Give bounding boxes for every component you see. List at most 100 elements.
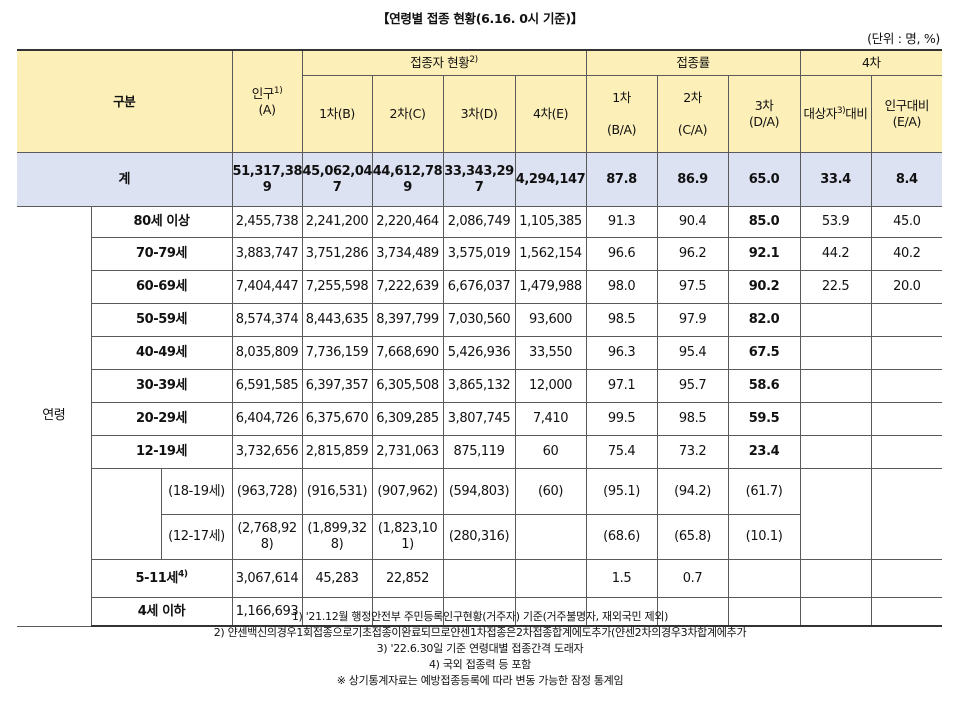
cell-d1: 2,815,859 [301,435,373,469]
cell-pop: 3,732,656 [231,435,303,469]
footnote-4: 4) 국외 접종력 등 포함 [428,658,532,671]
row-label: 80세 이상 [90,206,233,238]
footnote-2: 2) 얀센백신의경우1회접종으로기초접종이완료되므로얀센1차접종은2차접종합계에… [213,626,747,639]
header-dose1: 1차(B) [301,75,373,153]
cell-d1: (916,531) [301,468,373,515]
cell-r3: 92.1 [727,237,801,271]
cell-d4: 93,600 [514,303,587,337]
cell-r2: 96.2 [656,237,729,271]
cell-r4t [799,559,872,598]
table-row: 5-11세4) 3,067,614 45,283 22,852 1.5 0.7 [17,559,943,598]
cell-r3: 23.4 [727,435,801,469]
cell-pop: 3,883,747 [231,237,303,271]
header-population: 인구1) (A) [231,49,303,153]
cell-r4t [799,303,872,337]
cell-d3 [442,597,516,627]
total-d3: 33,343,29 7 [442,152,516,207]
cell-d4: 12,000 [514,369,587,403]
cell-d4 [514,597,587,627]
cell-pop: 3,067,614 [231,559,303,598]
cell-d4: 1,479,988 [514,270,587,304]
cell-r2: 95.4 [656,336,729,370]
cell-d3: (280,316) [442,514,516,560]
cell-r2: 90.4 [656,206,729,238]
row-label: 30-39세 [90,369,233,403]
cell-r4p [870,435,943,469]
cell-d3: 3,807,745 [442,402,516,436]
header-vaccinated-group: 접종자 현황2) [301,49,587,76]
cell-r3: 59.5 [727,402,801,436]
total-r2: 86.9 [656,152,729,207]
total-r4p: 8.4 [870,152,943,207]
table-row: 12-19세 3,732,656 2,815,859 2,731,063 875… [17,435,943,469]
total-d4: 4,294,147 [514,152,587,207]
cell-r3: (10.1) [727,514,801,560]
header-dose2: 2차(C) [371,75,444,153]
cell-d2: 2,731,063 [371,435,444,469]
total-r4t: 33.4 [799,152,872,207]
cell-r4t [799,435,872,469]
cell-r1: (68.6) [585,514,658,560]
row-label: 4세 이하 [90,597,233,627]
header-rate3: 3차 (D/A) [727,75,801,153]
cell-d4: (60) [514,468,587,515]
header-rate1: 1차 (B/A) [585,75,658,153]
header-dose3: 3차(D) [442,75,516,153]
cell-r4p: 45.0 [870,206,943,238]
sub-indent-cell [90,468,162,560]
header-rate4-group: 4차 [799,49,943,76]
cell-d3: 2,086,749 [442,206,516,238]
table-row-sub-18-19: (18-19세) (963,728) (916,531) (907,962) (… [17,468,943,560]
cell-d4 [514,514,587,560]
cell-d2: (907,962) [371,468,444,515]
cell-r4p [870,303,943,337]
row-label: 5-11세4) [90,559,233,598]
row-label: (18-19세) [160,468,233,515]
cell-r4p [870,336,943,370]
cell-r3 [727,597,801,627]
table-row: 60-69세 7,404,447 7,255,598 7,222,639 6,6… [17,270,943,304]
total-label: 계 [17,152,233,207]
cell-r3: 90.2 [727,270,801,304]
table-row-sub-12-17: (12-17세) (2,768,92 8) (1,899,32 8) (1,823,… [17,514,942,560]
table-row: 20-29세 6,404,726 6,375,670 6,309,285 3,8… [17,402,943,436]
footnotes: 1) '21.12월 행정안전부 주민등록인구현황(거주자) 기준(거주불명자,… [0,609,960,689]
total-row: 계 51,317,38 9 45,062,04 7 44,612,78 9 33,34… [17,152,943,207]
cell-d1: 6,375,670 [301,402,373,436]
cell-d2: 7,668,690 [371,336,444,370]
cell-r1: 1.5 [585,559,658,598]
cell-pop: 6,591,585 [231,369,303,403]
cell-d4: 1,105,385 [514,206,587,238]
cell-r4p [870,559,943,598]
table-row: 4세 이하 1,166,693 [17,597,943,627]
cell-r3: 82.0 [727,303,801,337]
cell-r2: 73.2 [656,435,729,469]
total-d1: 45,062,04 7 [301,152,373,207]
cell-r3: 85.0 [727,206,801,238]
cell-r4t: 22.5 [799,270,872,304]
cell-d1: 6,397,357 [301,369,373,403]
cell-pop: (2,768,92 8) [231,514,303,560]
cell-d1: (1,899,32 8) [301,514,373,560]
row-label: 70-79세 [90,237,233,271]
cell-d3: 6,676,037 [442,270,516,304]
header-rate-group: 접종률 [585,49,801,76]
cell-d2: (1,823,10 1) [371,514,444,560]
header-rate4-target: 대상자3)대비 [799,75,872,153]
footnote-disclaimer: ※ 상기통계자료는 예방접종등록에 따라 변동 가능한 잠정 통계임 [336,674,624,687]
cell-d2: 6,305,508 [371,369,444,403]
table-title: 【연령별 접종 현황(6.16. 0시 기준)】 [377,11,583,26]
cell-d2: 8,397,799 [371,303,444,337]
cell-r2 [656,597,729,627]
cell-d4: 60 [514,435,587,469]
cell-r4t [799,369,872,403]
cell-r4t: 53.9 [799,206,872,238]
row-label: 12-19세 [90,435,233,469]
cell-d2: 7,222,639 [371,270,444,304]
header-rate4-population: 인구대비 (E/A) [870,75,943,153]
cell-d2: 2,220,464 [371,206,444,238]
cell-r1: 98.5 [585,303,658,337]
total-pop: 51,317,38 9 [231,152,303,207]
cell-r3: 58.6 [727,369,801,403]
cell-r4t [799,597,872,627]
